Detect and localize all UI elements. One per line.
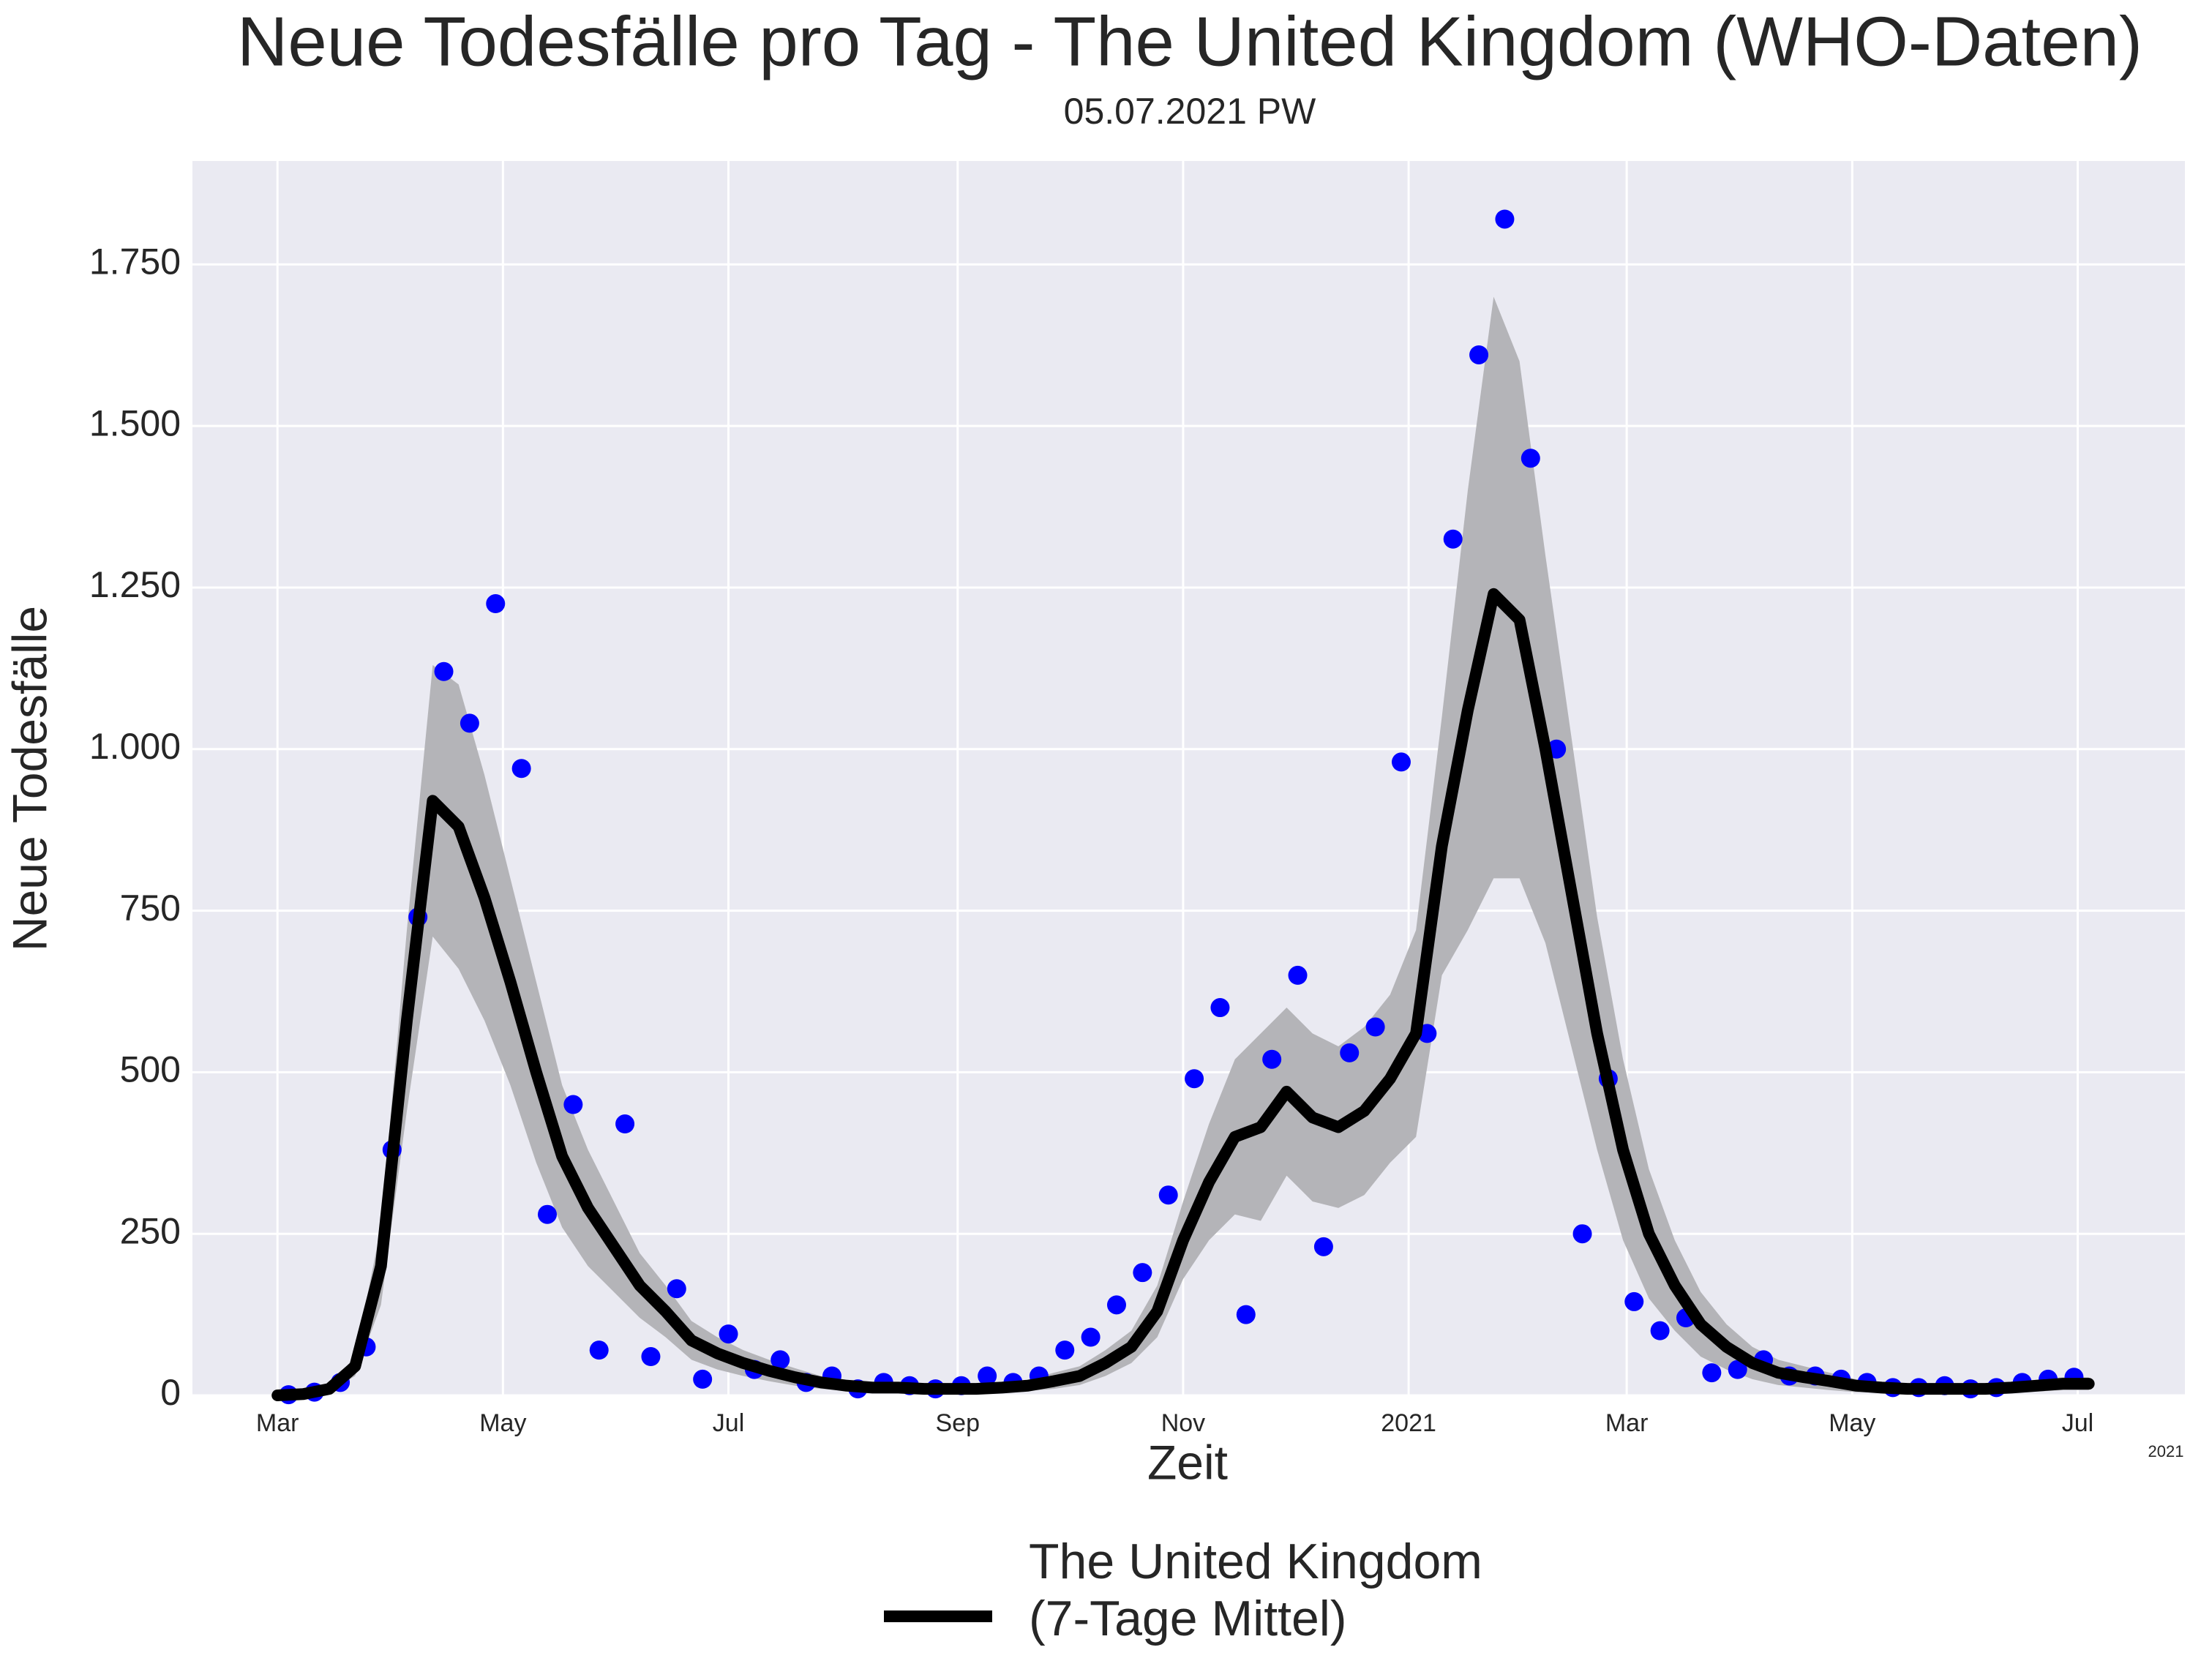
x-tick-label: May [479,1409,526,1437]
data-point [615,1114,635,1134]
y-tick-label: 1.250 [89,564,181,605]
data-point [1728,1360,1747,1379]
data-point [434,661,454,681]
data-point [1469,345,1489,364]
data-point [1624,1291,1644,1311]
data-point [1133,1263,1152,1283]
x-tick-label: Sep [936,1409,980,1437]
band-area [277,296,2089,1395]
chart-title: Neue Todesfälle pro Tag - The United Kin… [237,2,2142,80]
data-point [486,594,506,614]
x-offset-label: 2021 [2148,1442,2184,1460]
data-point [1650,1321,1670,1340]
x-axis-label: Zeit [1147,1435,1228,1489]
chart-subtitle: 05.07.2021 PW [1064,91,1316,132]
data-point [1055,1340,1075,1360]
data-point [511,759,531,779]
data-point [667,1279,686,1299]
x-tick-label: Mar [256,1409,299,1437]
data-point [1236,1305,1256,1324]
data-point [1495,209,1515,229]
y-tick-label: 250 [120,1210,181,1251]
x-tick-label: 2021 [1381,1409,1436,1437]
y-tick-label: 750 [120,888,181,929]
data-point [1210,998,1230,1018]
y-tick-label: 1.000 [89,726,181,767]
x-tick-label: Jul [713,1409,744,1437]
y-tick-label: 1.500 [89,402,181,443]
data-point [1158,1185,1178,1205]
data-point [1572,1224,1592,1244]
data-point [641,1347,661,1367]
data-point [1365,1017,1385,1037]
data-point [589,1340,609,1360]
legend-label: The United Kingdom (7-Tage Mittel) [1029,1534,1482,1646]
y-tick-label: 1.750 [89,241,181,282]
y-tick-label: 0 [160,1372,181,1413]
data-point [537,1204,557,1224]
data-point [460,713,479,733]
data-point [1521,449,1540,468]
data-point [1313,1237,1333,1256]
data-point [1702,1363,1722,1383]
data-point [1081,1327,1100,1347]
x-tick-label: May [1829,1409,1875,1437]
data-point [1288,965,1308,985]
data-point [770,1350,790,1370]
data-point [978,1366,997,1386]
x-tick-label: Mar [1605,1409,1649,1437]
plot-area [192,161,2185,1397]
data-point [1391,752,1411,772]
data-point [563,1095,583,1114]
series-line [271,588,2095,1401]
data-point [1262,1049,1282,1069]
data-point [693,1369,713,1389]
data-point [719,1324,738,1344]
x-tick-label: Jul [2062,1409,2093,1437]
data-point [1106,1295,1126,1315]
y-axis-label: Neue Todesfälle [2,606,56,951]
data-point [1340,1043,1360,1062]
data-point [1443,529,1463,549]
y-tick-label: 500 [120,1049,181,1090]
data-point [1185,1069,1204,1089]
x-tick-label: Nov [1161,1409,1205,1437]
